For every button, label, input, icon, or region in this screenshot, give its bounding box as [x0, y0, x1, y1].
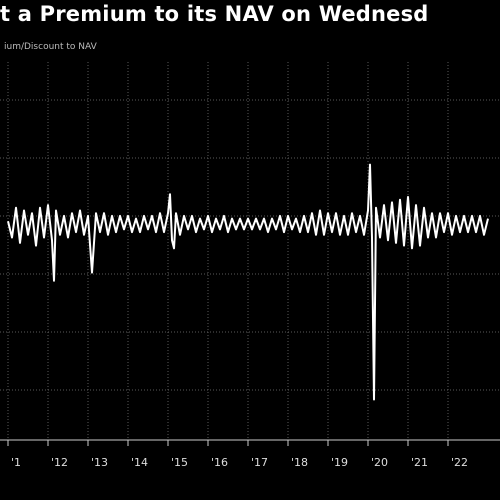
series-line: [7, 163, 489, 401]
x-tick-label: '22: [451, 456, 468, 469]
chart-title: t a Premium to its NAV on Wednesd: [0, 2, 429, 26]
x-tick-label: '13: [91, 456, 108, 469]
x-tick-label: '14: [131, 456, 148, 469]
x-tick-label: '1: [11, 456, 21, 469]
x-tick-label: '18: [291, 456, 308, 469]
x-tick-label: '15: [171, 456, 188, 469]
x-tick-label: '21: [411, 456, 428, 469]
x-tick-label: '12: [51, 456, 68, 469]
x-tick-label: '17: [251, 456, 268, 469]
x-tick-label: '20: [371, 456, 388, 469]
x-tick-label: '19: [331, 456, 348, 469]
x-tick-label: '16: [211, 456, 228, 469]
chart-subtitle: ium/Discount to NAV: [4, 42, 97, 52]
